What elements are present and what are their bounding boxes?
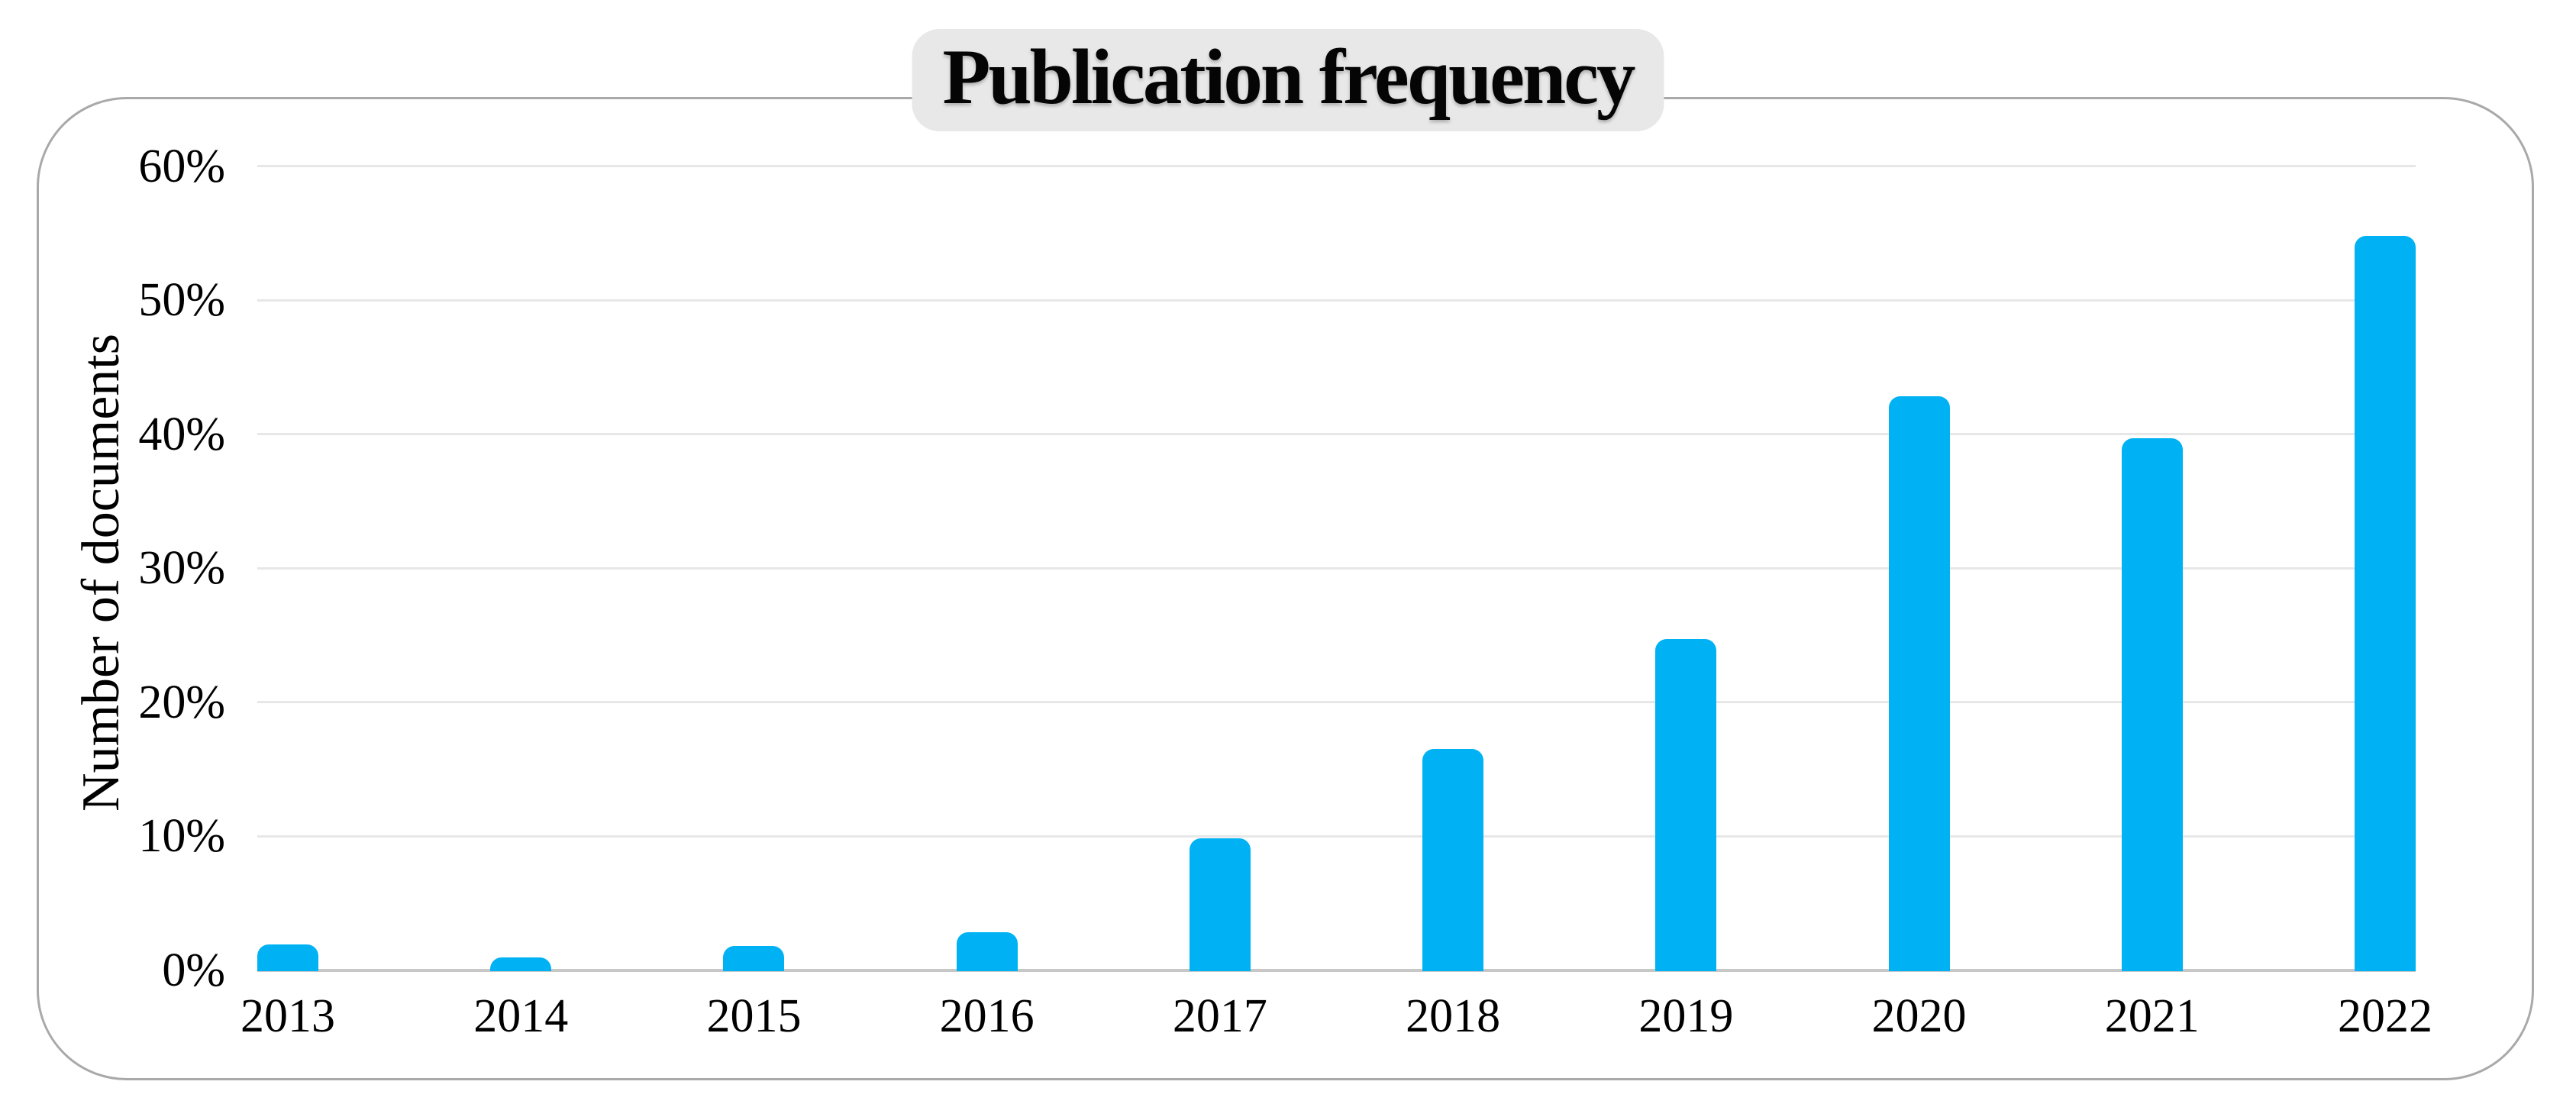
gridline-40	[257, 433, 2416, 435]
bar-2022	[2354, 236, 2416, 971]
bar-2015	[723, 946, 785, 971]
x-tick-label: 2019	[1638, 990, 1734, 1042]
chart-title: Publication frequency	[942, 34, 1635, 121]
chart-title-badge: Publication frequency	[912, 29, 1664, 131]
x-tick-label: 2014	[473, 990, 569, 1042]
x-tick-label: 2022	[2337, 990, 2432, 1042]
y-tick-label: 10%	[138, 810, 225, 862]
x-tick-label: 2015	[706, 990, 802, 1042]
bar-2017	[1189, 838, 1251, 971]
x-tick-label: 2013	[240, 990, 335, 1042]
x-axis-line	[257, 968, 2416, 972]
gridline-60	[257, 165, 2416, 167]
x-tick-label: 2016	[939, 990, 1035, 1042]
gridline-50	[257, 299, 2416, 302]
y-tick-label: 0%	[162, 944, 225, 996]
x-tick-label: 2018	[1406, 990, 1501, 1042]
bar-2021	[2121, 438, 2183, 971]
bar-2016	[956, 932, 1018, 971]
y-tick-label: 50%	[138, 274, 225, 326]
gridline-20	[257, 701, 2416, 703]
y-tick-label: 60%	[138, 140, 225, 192]
gridline-30	[257, 567, 2416, 570]
y-axis-title: Number of documents	[72, 334, 131, 812]
bar-2014	[490, 957, 552, 971]
y-tick-label: 20%	[138, 676, 225, 728]
bar-2019	[1655, 639, 1717, 971]
x-tick-label: 2021	[2104, 990, 2200, 1042]
bar-2020	[1888, 396, 1950, 971]
y-tick-label: 30%	[138, 542, 225, 594]
x-tick-label: 2020	[1871, 990, 1967, 1042]
bar-2013	[257, 944, 318, 971]
gridline-10	[257, 835, 2416, 838]
x-tick-label: 2017	[1172, 990, 1267, 1042]
bar-2018	[1422, 749, 1484, 971]
y-tick-label: 40%	[138, 408, 225, 460]
